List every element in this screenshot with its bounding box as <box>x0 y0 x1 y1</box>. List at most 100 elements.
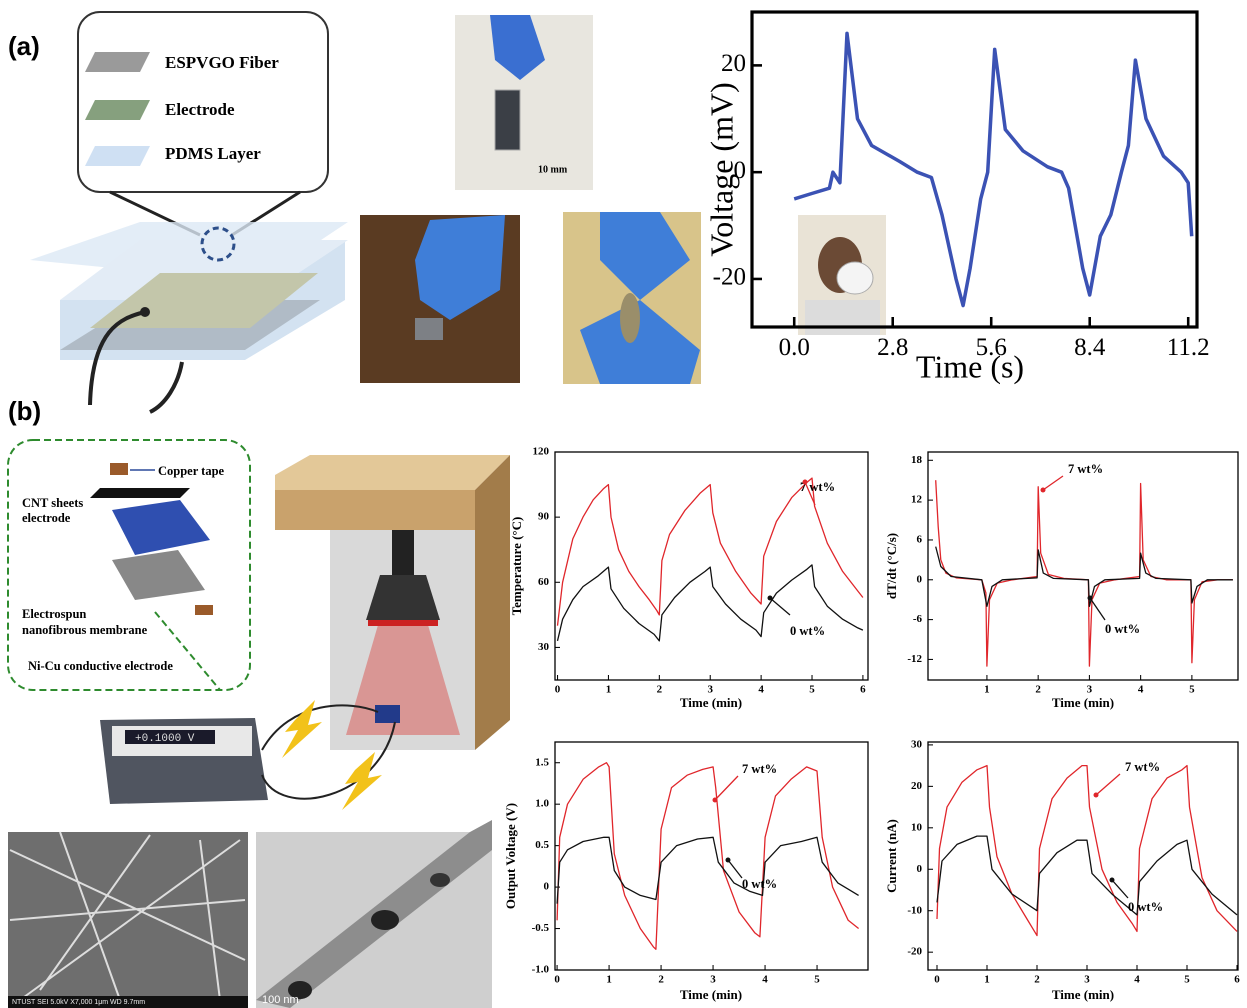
x-tick-label: 2 <box>1035 683 1041 695</box>
x-tick-label: 6 <box>1234 973 1240 985</box>
x-tick-label: 4 <box>758 683 764 695</box>
y-tick-label: 6 <box>917 533 923 545</box>
layer-label: PDMS Layer <box>165 144 261 163</box>
arrow-head <box>1110 878 1115 883</box>
figure: (a) (b) ESPVGO Fiber Electrode PDMS Laye… <box>0 0 1247 1008</box>
data-line <box>936 547 1233 607</box>
x-tick-label: 2.8 <box>877 334 908 361</box>
arrow-head <box>713 798 718 803</box>
y-tick-label: 90 <box>538 511 550 523</box>
y-tick-label: 1.0 <box>535 798 549 810</box>
scale-bar-label: 10 mm <box>538 164 568 175</box>
micrographs: NTUST SEI 5.0kV X7,000 1μm WD 9.7mm 100 … <box>8 820 492 1008</box>
y-tick-label: 12 <box>911 494 923 506</box>
series-label: 7 wt% <box>742 762 777 776</box>
x-tick-label: 0 <box>554 973 560 985</box>
x-tick-label: 3 <box>710 973 716 985</box>
layer-label: Copper tape <box>158 464 225 478</box>
annotation-arrow <box>770 598 790 615</box>
y-axis-label: Temperature (°C) <box>509 517 524 616</box>
y-axis-label: dT/dt (°C/s) <box>884 533 899 599</box>
sem-caption: NTUST SEI 5.0kV X7,000 1μm WD 9.7mm <box>12 999 145 1006</box>
y-tick-label: 60 <box>538 576 550 588</box>
layer-label: Electrospun <box>22 607 86 621</box>
x-tick-label: 5 <box>1184 973 1190 985</box>
y-tick-label: 120 <box>533 446 550 458</box>
layer-label: electrode <box>22 511 71 525</box>
annotation-arrow <box>728 860 742 878</box>
x-tick-label: 4 <box>1138 683 1144 695</box>
meter-display: +0.1000 V <box>135 733 195 745</box>
y-axis-label: Voltage (mV) <box>703 82 739 256</box>
y-axis-label: Current (nA) <box>884 819 899 893</box>
y-tick-label: 0 <box>544 881 550 893</box>
data-line <box>557 763 859 950</box>
x-tick-label: 1 <box>606 973 612 985</box>
series-label: 0 wt% <box>1128 900 1163 914</box>
y-tick-label: 0 <box>917 863 923 875</box>
x-tick-label: 4 <box>762 973 768 985</box>
y-tick-label: -10 <box>907 904 922 916</box>
data-line <box>937 766 1237 936</box>
y-tick-label: 0.5 <box>535 839 549 851</box>
y-tick-label: 20 <box>721 50 746 77</box>
x-axis-label: Time (min) <box>1052 695 1114 710</box>
plot-frame <box>928 742 1238 970</box>
x-axis-label: Time (min) <box>1052 987 1114 1002</box>
annotation-arrow <box>715 776 738 800</box>
x-tick-label: 0 <box>934 973 940 985</box>
arrow-head <box>803 480 808 485</box>
x-tick-label: 2 <box>658 973 664 985</box>
series-label: 0 wt% <box>1105 622 1140 636</box>
y-tick-label: 10 <box>911 821 923 833</box>
panel-label: (b) <box>8 396 41 426</box>
x-tick-label: 6 <box>860 683 866 695</box>
y-tick-label: -20 <box>713 264 746 291</box>
y-tick-label: 1.5 <box>535 756 549 768</box>
layer-label: Ni-Cu conductive electrode <box>28 659 173 673</box>
y-tick-label: -12 <box>907 653 922 665</box>
x-tick-label: 11.2 <box>1167 334 1210 361</box>
device-schematic: ESPVGO Fiber Electrode PDMS Layer <box>30 12 348 412</box>
x-tick-label: 3 <box>1087 683 1093 695</box>
chart: 012345-1.0-0.500.51.01.5Time (min)Output… <box>503 742 868 1002</box>
annotation-arrow <box>1096 774 1120 795</box>
y-tick-label: -6 <box>913 613 923 625</box>
layer-label: nanofibrous membrane <box>22 623 148 637</box>
arrow-head <box>1041 488 1046 493</box>
y-axis-label: Output Voltage (V) <box>503 803 518 909</box>
x-tick-label: 5 <box>809 683 815 695</box>
y-tick-label: -1.0 <box>532 964 550 976</box>
inset-mask <box>837 262 873 294</box>
x-tick-label: 1 <box>984 973 990 985</box>
x-tick-label: 3 <box>707 683 713 695</box>
x-tick-label: 5 <box>814 973 820 985</box>
x-tick-label: 4 <box>1134 973 1140 985</box>
x-axis-label: Time (min) <box>680 987 742 1002</box>
arrow-head <box>1094 793 1099 798</box>
series-label: 7 wt% <box>1125 760 1160 774</box>
arrow-head <box>768 596 773 601</box>
device-schematic-b: Copper tape CNT sheets electrode Electro… <box>8 440 510 810</box>
x-tick-label: 3 <box>1084 973 1090 985</box>
x-axis-label: Time (min) <box>680 695 742 710</box>
arrow-head <box>726 858 731 863</box>
data-line <box>936 480 1233 666</box>
layer-label: ESPVGO Fiber <box>165 53 279 72</box>
panel-label: (a) <box>8 31 40 61</box>
series-label: 0 wt% <box>790 624 825 638</box>
y-tick-label: 30 <box>538 641 550 653</box>
x-tick-label: 1 <box>984 683 990 695</box>
annotation-arrow <box>1043 476 1063 490</box>
photos: 10 mm <box>360 15 701 384</box>
x-tick-label: 2 <box>657 683 663 695</box>
layer-label: CNT sheets <box>22 496 83 510</box>
y-tick-label: -20 <box>907 946 922 958</box>
data-line <box>937 836 1237 915</box>
x-tick-label: 0.0 <box>779 334 810 361</box>
layer-label: Electrode <box>165 100 235 119</box>
